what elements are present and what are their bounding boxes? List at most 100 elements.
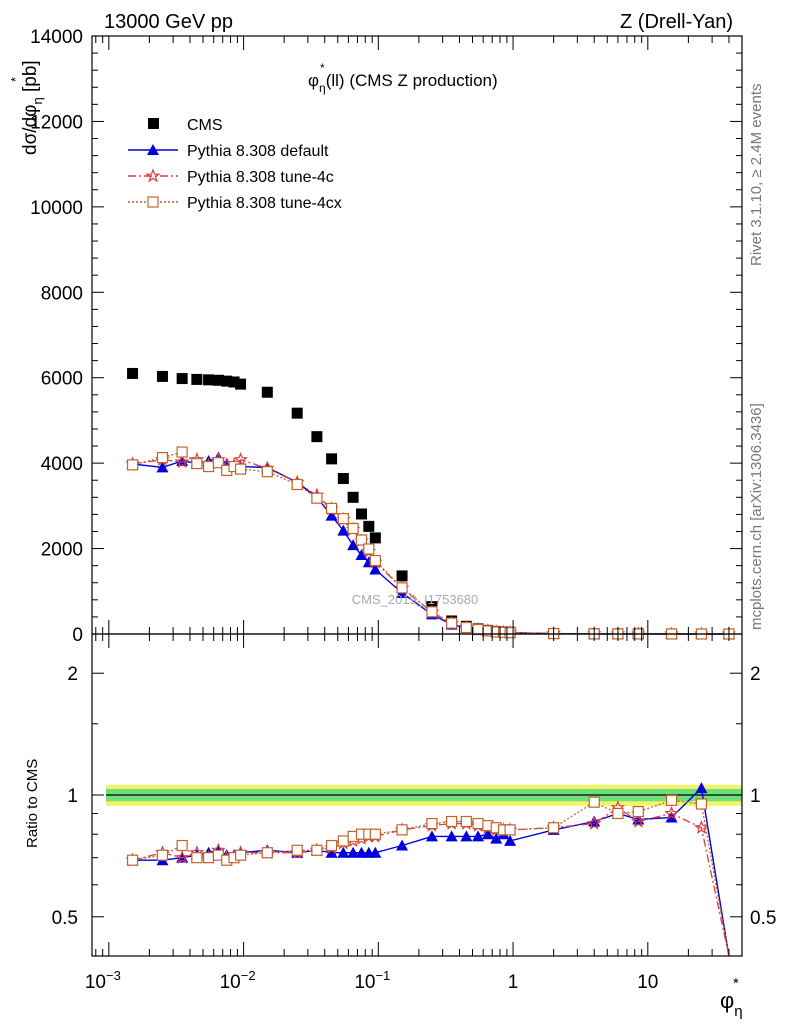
legend-entry-cms: CMS (148, 117, 223, 134)
ratio-ytick-label-right-2: 2 (750, 664, 761, 685)
ratio-point-tune4cx-10 (291, 844, 303, 856)
legend-label-default: Pythia 8.308 default (187, 143, 329, 160)
ratio-ytick-label-1: 1 (67, 786, 78, 807)
xlabel-phi: φ (720, 988, 734, 1013)
ratio-point-default-26 (504, 834, 517, 846)
ratio-point-default-18 (396, 839, 409, 851)
ratio-point-default-22 (472, 830, 485, 842)
main-point-tune4cx-15 (355, 534, 368, 546)
ratio-y-label: Ratio to CMS (24, 759, 41, 848)
ratio-point-default-17 (369, 846, 382, 858)
ratio-point-default-32 (695, 782, 708, 794)
legend-label-tune4c: Pythia 8.308 tune-4c (187, 169, 334, 186)
main-point-cms-12 (326, 453, 338, 465)
main-point-tune4cx-16 (363, 543, 375, 555)
main-point-tune4cx-0 (126, 459, 139, 471)
legend-entry-default: Pythia 8.308 default (128, 143, 329, 160)
main-point-tune4cx-14 (347, 522, 359, 535)
legend-marker-tune4cx (147, 196, 159, 208)
ratio-point-tune4cx-30 (632, 805, 644, 818)
ratio-band-layer (106, 784, 742, 806)
main-point-default-14 (347, 539, 360, 551)
title-rest: (ll) (CMS Z production) (326, 71, 498, 90)
main-point-default-13 (337, 524, 350, 536)
main-point-tune4cx-1 (156, 451, 169, 464)
ratio-point-default-24 (490, 832, 503, 844)
ylabel-pre: dσ/dφ (20, 105, 41, 155)
title-sub: η (319, 81, 326, 95)
main-ytick-label-2: 4000 (41, 454, 83, 475)
main-point-cms-13 (337, 473, 349, 485)
ratio-point-tune4cx-17 (369, 828, 381, 840)
main-point-default-1 (156, 461, 169, 473)
main-point-cms-15 (355, 508, 367, 520)
header-right: Z (Drell-Yan) (620, 11, 733, 33)
mcplots-label: mcplots.cern.ch [arXiv:1306.3436] (748, 403, 765, 630)
ratio-point-tune4c-31 (664, 805, 679, 820)
legend-label-tune4cx: Pythia 8.308 tune-4cx (187, 195, 342, 212)
main-point-cms-3 (191, 373, 203, 385)
ratio-point-default-14 (347, 846, 360, 858)
main-point-default-17 (369, 563, 382, 575)
main-ytick-label-3: 6000 (41, 369, 83, 390)
main-point-cms-6 (221, 375, 233, 387)
main-point-cms-16 (363, 520, 375, 532)
legend-marker-cms (148, 118, 159, 129)
main-point-default-12 (325, 509, 338, 521)
ratio-ytick-label-0: 0.5 (52, 908, 78, 929)
ratio-point-default-21 (460, 830, 473, 842)
ratio-point-tune4cx-22 (472, 817, 484, 830)
ratio-point-tune4cx-13 (337, 835, 349, 847)
main-ytick-label-0: 0 (72, 625, 83, 646)
legend-marker-default (147, 144, 159, 155)
ratio-point-tune4cx-20 (446, 815, 458, 828)
main-point-tune4cx-18 (396, 582, 408, 594)
ylabel-sub: η (30, 97, 45, 104)
ratio-axis-ticks: 0.5 0.5 1 1 2 2 10−3 10−2 10−1 1 10 (52, 634, 776, 993)
main-point-tune4cx-13 (337, 513, 349, 525)
main-point-cms-7 (228, 376, 240, 388)
legend: CMS Pythia 8.308 default Pythia 8.308 tu… (128, 117, 342, 212)
ratio-point-tune4cx-1 (156, 849, 169, 861)
main-point-tune4cx-12 (325, 502, 338, 515)
ratio-point-tune4cx-28 (588, 796, 600, 808)
xlabel-sub: η (734, 1003, 742, 1020)
main-point-cms-14 (347, 491, 359, 503)
ratio-point-tune4cx-3 (191, 852, 203, 864)
main-point-cms-1 (156, 370, 168, 382)
ratio-point-tune4cx-8 (234, 849, 247, 861)
main-ytick-label-7: 14000 (30, 27, 83, 48)
main-point-cms-9 (261, 386, 273, 398)
ratio-xtick-label-2: 10−1 (354, 968, 390, 993)
main-point-tune4cx-2 (176, 446, 188, 458)
legend-entry-tune4cx: Pythia 8.308 tune-4cx (128, 195, 342, 212)
main-point-cms-8 (235, 378, 247, 390)
ratio-xtick-label-1: 10−2 (220, 968, 256, 993)
ratio-point-tune4cx-4 (202, 852, 215, 864)
main-point-tune4cx-9 (261, 466, 273, 478)
main-point-tune4cx-8 (234, 463, 247, 475)
main-point-tune4cx-10 (291, 478, 303, 491)
main-ytick-label-1: 2000 (41, 540, 83, 561)
ratio-ytick-label-right-1: 1 (750, 786, 761, 807)
ratio-point-tune4c-30 (631, 813, 646, 828)
ratio-panel: 0.5 0.5 1 1 2 2 10−3 10−2 10−1 1 10 Ratio to CMS φ… (24, 633, 776, 1020)
ratio-ytick-label-2: 2 (67, 664, 78, 685)
ratio-point-default-13 (337, 846, 350, 858)
main-point-tune4cx-19 (426, 606, 438, 618)
ratio-ytick-label-right-0: 0.5 (750, 908, 776, 929)
main-point-cms-11 (311, 431, 323, 443)
ratio-point-tune4cx-32 (695, 798, 708, 810)
legend-entry-tune4c: Pythia 8.308 tune-4c (128, 168, 334, 186)
ratio-point-tune4cx-12 (325, 839, 338, 852)
main-point-tune4cx-3 (191, 457, 203, 470)
main-point-cms-0 (127, 367, 139, 379)
main-point-tune4cx-26 (504, 627, 516, 639)
header-left: 13000 GeV pp (104, 11, 233, 33)
main-point-tune4cx-5 (212, 457, 224, 469)
rivet-label: Rivet 3.1.10, ≥ 2.4M events (748, 84, 765, 267)
ratio-point-default-20 (445, 830, 458, 842)
main-point-tune4cx-4 (202, 460, 215, 473)
main-point-cms-10 (291, 407, 303, 419)
title-sup: * (320, 61, 325, 75)
